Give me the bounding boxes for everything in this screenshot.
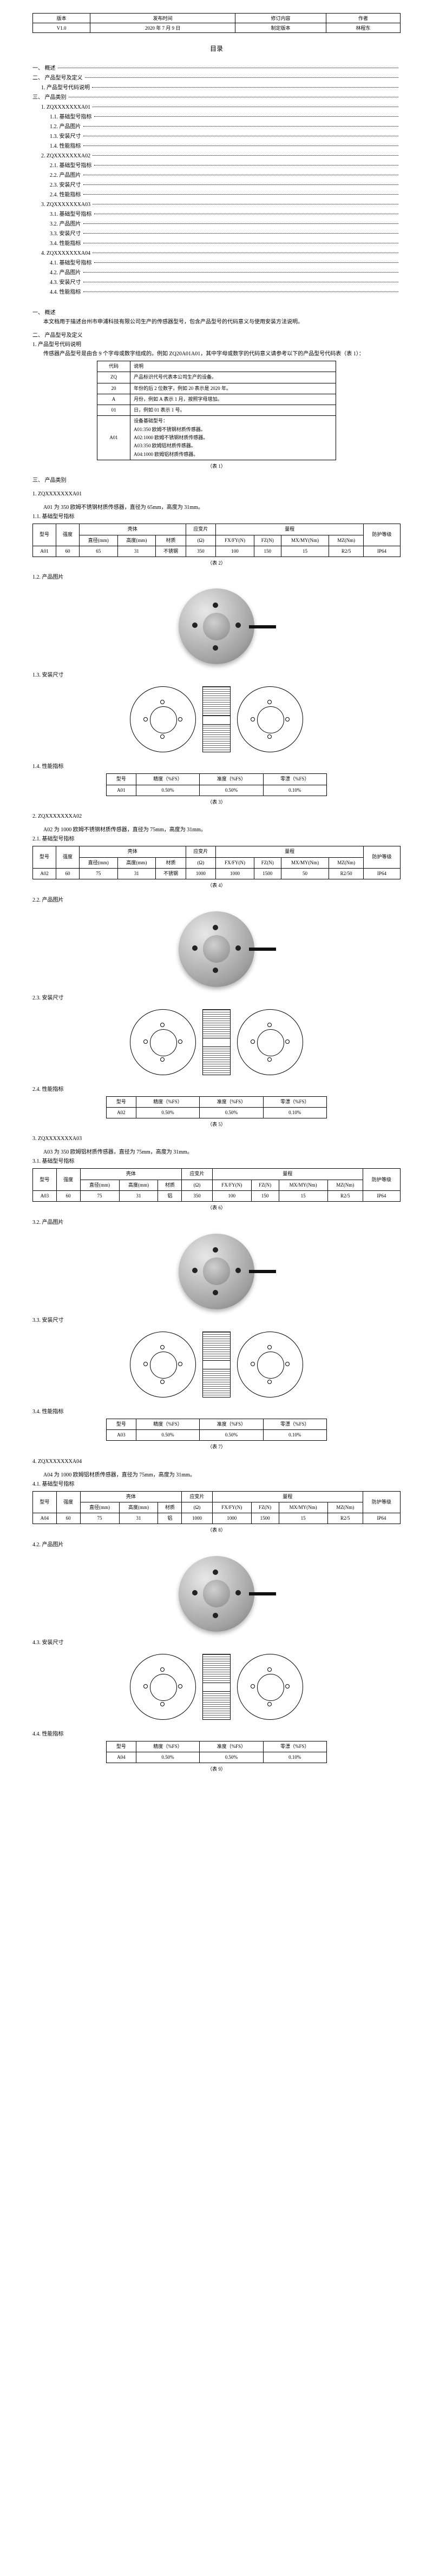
section-model-def: 二、 产品型号及定义 1. 产品型号代码说明 传感器产品型号是由合 9 个字母或… [32, 331, 401, 471]
base-spec-table: 型号强度壳体应变片量程防护等级直径(mm)高度(mm)材质(Ω)FX/FY(N)… [32, 524, 401, 557]
perf-spec-table: 型号精度（%FS）准度（%FS）零漂（%FS）A020.50%0.50%0.10… [106, 1096, 327, 1119]
perf-spec-table: 型号精度（%FS）准度（%FS）零漂（%FS）A030.50%0.50%0.10… [106, 1419, 327, 1441]
dimension-drawings [32, 1651, 401, 1726]
header-table: 版本发布时间修订内容作者 V1.02020 年 7 月 9 日制定版本林程东 [32, 13, 401, 33]
toc: 一、 概述二、 产品型号及定义1. 产品型号代码说明三、 产品类别1. ZQXX… [32, 64, 401, 297]
perf-spec-table: 型号精度（%FS）准度（%FS）零漂（%FS）A010.50%0.50%0.10… [106, 773, 327, 796]
dimension-drawings [32, 683, 401, 759]
section-overview: 一、 概述 本文档用于描述台州市申浦科技有限公司生产的传感器型号，包含产品型号的… [32, 308, 401, 327]
base-spec-table: 型号强度壳体应变片量程防护等级直径(mm)高度(mm)材质(Ω)FX/FY(N)… [32, 1491, 401, 1525]
perf-spec-table: 型号精度（%FS）准度（%FS）零漂（%FS）A040.50%0.50%0.10… [106, 1741, 327, 1764]
base-spec-table: 型号强度壳体应变片量程防护等级直径(mm)高度(mm)材质(Ω)FX/FY(N)… [32, 1168, 401, 1202]
sensor-photo [179, 911, 254, 987]
dimension-drawings [32, 1006, 401, 1082]
section-products: 三、 产品类别 1. ZQXXXXXXXA01A01 为 350 欧姆不锈钢材质… [32, 476, 401, 1773]
code-table: 代码说明ZQ产品标识代号代表本公司生产的设备。20年份的后 2 位数字，例如 2… [97, 361, 336, 460]
sensor-photo [179, 1556, 254, 1632]
base-spec-table: 型号强度壳体应变片量程防护等级直径(mm)高度(mm)材质(Ω)FX/FY(N)… [32, 846, 401, 879]
sensor-photo [179, 588, 254, 664]
toc-title: 目录 [32, 44, 401, 53]
dimension-drawings [32, 1328, 401, 1404]
sensor-photo [179, 1234, 254, 1309]
